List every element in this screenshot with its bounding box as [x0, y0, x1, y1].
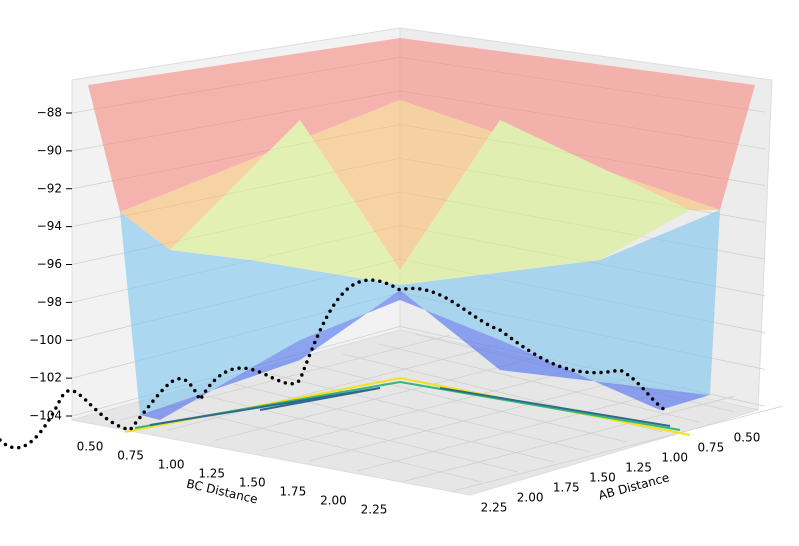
surface-top — [88, 38, 755, 212]
x-tick-label: 1.00 — [158, 458, 185, 472]
x-grid-line — [357, 385, 688, 472]
z-tick-label: −90 — [37, 143, 62, 157]
z-tick-label: −88 — [37, 106, 62, 120]
x-tick-label: 1.75 — [279, 485, 306, 499]
x-tick-label: 2.25 — [361, 503, 388, 517]
y-tick-label: 2.25 — [481, 501, 508, 515]
x-tick-label: 1.50 — [239, 476, 266, 490]
z-tick-label: −100 — [29, 333, 62, 347]
z-tick-label: −102 — [29, 371, 62, 385]
y-tick-label: 0.50 — [734, 431, 761, 445]
contour — [149, 387, 671, 427]
surface — [88, 38, 755, 420]
y-grid-line — [306, 363, 627, 443]
y-tick-label: 1.75 — [553, 481, 580, 495]
contours — [124, 376, 691, 436]
y-grid-line — [270, 373, 591, 453]
z-tick-label: −94 — [37, 219, 62, 233]
z-tick-label: −92 — [37, 181, 62, 195]
x-tick-label: 2.00 — [320, 494, 347, 508]
x-tick-label: 0.75 — [117, 449, 144, 463]
y-grid-line — [234, 383, 555, 463]
trajectory — [0, 278, 667, 450]
surface-high — [120, 100, 720, 270]
y-tick-label: 0.75 — [697, 441, 724, 455]
y-grid-line — [161, 403, 483, 483]
x-tick-label: 0.50 — [77, 440, 104, 454]
z-tick-label: −104 — [29, 409, 62, 423]
y-tick-label: 2.00 — [517, 491, 544, 505]
z-tick-label: −98 — [37, 295, 62, 309]
surface-mid — [170, 120, 690, 285]
x-grid-line — [214, 354, 546, 441]
y-tick-label: 1.25 — [625, 461, 652, 475]
x-tick-label: 1.25 — [198, 467, 225, 481]
x-grid-line — [452, 405, 783, 492]
y-tick-label: 1.50 — [589, 471, 616, 485]
x-grid-line — [309, 375, 641, 462]
y-tick-label: 1.00 — [661, 451, 688, 465]
z-tick-label: −96 — [37, 257, 62, 271]
x-grid-line — [404, 395, 736, 482]
y-grid-line — [378, 343, 699, 423]
x-grid-line — [262, 365, 593, 451]
